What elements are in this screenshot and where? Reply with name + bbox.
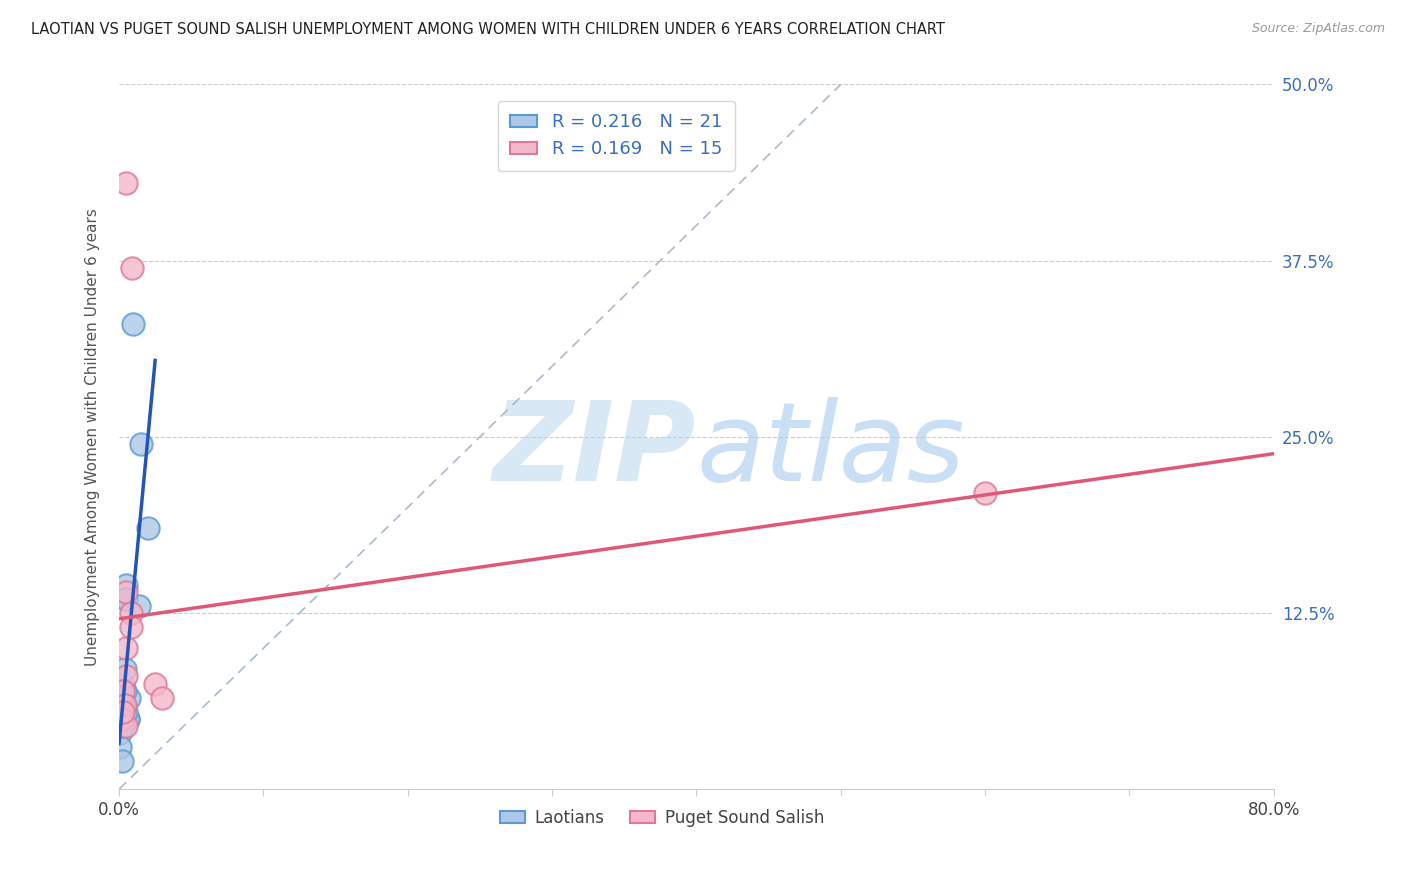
Point: [112, 683, 135, 698]
Point: [111, 712, 134, 726]
Point: [115, 669, 138, 683]
Text: LAOTIAN VS PUGET SOUND SALISH UNEMPLOYMENT AMONG WOMEN WITH CHILDREN UNDER 6 YEA: LAOTIAN VS PUGET SOUND SALISH UNEMPLOYME…: [31, 22, 945, 37]
Point: [112, 698, 135, 712]
Point: [112, 705, 135, 719]
Point: [111, 754, 134, 768]
Legend: Laotians, Puget Sound Salish: Laotians, Puget Sound Salish: [494, 803, 831, 834]
Point: [115, 712, 138, 726]
Point: [115, 705, 138, 719]
Point: [115, 585, 138, 599]
Point: [112, 719, 135, 733]
Y-axis label: Unemployment Among Women with Children Under 6 years: Unemployment Among Women with Children U…: [86, 208, 100, 665]
Point: [974, 486, 997, 500]
Point: [143, 676, 166, 690]
Point: [114, 698, 136, 712]
Point: [115, 578, 138, 592]
Point: [120, 606, 142, 620]
Point: [110, 726, 132, 740]
Point: [110, 712, 132, 726]
Point: [117, 712, 139, 726]
Point: [114, 683, 136, 698]
Point: [115, 641, 138, 656]
Point: [136, 521, 159, 535]
Point: [110, 739, 132, 754]
Point: [117, 712, 139, 726]
Point: [112, 676, 135, 690]
Text: atlas: atlas: [696, 398, 965, 504]
Point: [115, 591, 138, 606]
Point: [115, 719, 138, 733]
Text: ZIP: ZIP: [494, 398, 696, 504]
Point: [128, 599, 150, 613]
Point: [114, 662, 136, 676]
Point: [120, 620, 142, 634]
Point: [150, 690, 173, 705]
Point: [111, 712, 134, 726]
Text: Source: ZipAtlas.com: Source: ZipAtlas.com: [1251, 22, 1385, 36]
Point: [115, 176, 138, 190]
Point: [118, 690, 141, 705]
Point: [115, 591, 138, 606]
Point: [121, 260, 143, 275]
Point: [129, 437, 152, 451]
Point: [122, 317, 145, 331]
